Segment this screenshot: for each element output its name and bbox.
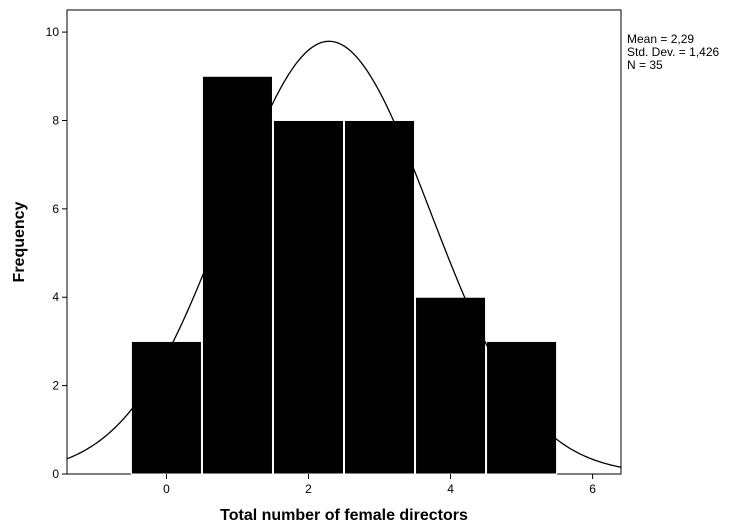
bars-group [130, 75, 558, 475]
y-tick-label: 10 [46, 25, 60, 39]
histogram-bar-2 [272, 119, 345, 475]
std-dev-label: Std. Dev. = 1,426 [627, 45, 720, 59]
y-axis: 0 2 4 6 8 10 [46, 25, 67, 481]
histogram-bar-1 [201, 75, 273, 475]
x-axis-title: Total number of female directors [220, 507, 468, 524]
n-label: N = 35 [627, 58, 663, 72]
y-tick-label: 8 [52, 113, 59, 127]
y-tick-label: 4 [52, 290, 59, 304]
histogram-bar-5 [486, 340, 558, 475]
x-axis: 0 2 4 6 [163, 474, 596, 496]
histogram-bar-4 [415, 296, 487, 475]
y-tick-label: 0 [52, 467, 59, 481]
histogram-bar-0 [130, 340, 202, 475]
x-tick-label: 4 [447, 482, 454, 496]
y-tick-label: 6 [52, 202, 59, 216]
normal-curve [66, 40, 622, 468]
mean-label: Mean = 2,29 [627, 32, 695, 46]
x-tick-label: 6 [589, 482, 596, 496]
stats-legend: Mean = 2,29 Std. Dev. = 1,426 N = 35 [627, 33, 719, 72]
y-axis-title: Frequency [11, 201, 28, 282]
x-tick-label: 2 [305, 482, 312, 496]
y-tick-label: 2 [52, 379, 59, 393]
histogram-bar-3 [344, 119, 416, 475]
x-tick-label: 0 [163, 482, 170, 496]
